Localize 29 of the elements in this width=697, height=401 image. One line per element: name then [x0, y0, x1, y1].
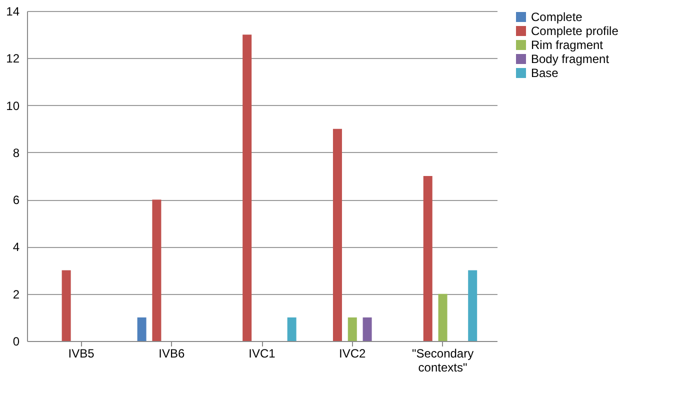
x-tick-label: IVC1: [248, 346, 276, 360]
bar: [438, 294, 448, 341]
legend-label: Body fragment: [531, 52, 610, 66]
bar: [362, 317, 372, 341]
x-tick-label: IVB6: [158, 346, 185, 360]
bar: [332, 128, 342, 341]
bar: [287, 317, 296, 341]
bar: [242, 34, 252, 341]
y-tick-label: 6: [12, 193, 20, 208]
y-tick-label: 10: [6, 98, 20, 113]
bar: [468, 270, 478, 341]
y-tick-label: 8: [12, 146, 20, 160]
y-tick-label: 4: [12, 240, 20, 254]
legend-label: Complete: [531, 10, 583, 24]
y-tick-label: 2: [12, 287, 20, 302]
bar: [423, 176, 432, 341]
bar: [152, 200, 162, 341]
bar: [348, 317, 357, 341]
y-tick-label: 0: [12, 334, 20, 348]
x-tick-label: IVC2: [339, 346, 366, 360]
y-tick-label: 14: [6, 4, 20, 18]
x-tick-label: IVB5: [68, 346, 95, 360]
legend-label: Base: [531, 66, 559, 80]
bar: [137, 317, 146, 341]
legend-label: Rim fragment: [531, 38, 604, 52]
legend-label: Complete profile: [531, 24, 619, 38]
x-tick-label: "Secondary contexts": [412, 346, 474, 374]
bar: [62, 270, 71, 341]
y-tick-label: 12: [6, 52, 20, 66]
